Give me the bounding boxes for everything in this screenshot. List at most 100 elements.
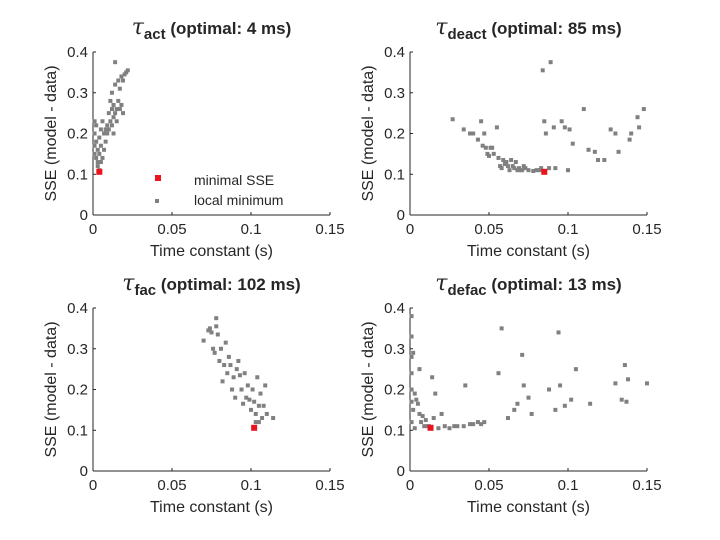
local-minimum-point bbox=[261, 403, 266, 408]
title-text: (optimal: 102 ms) bbox=[156, 275, 301, 294]
local-minimum-point bbox=[121, 78, 126, 83]
local-minimum-point bbox=[447, 426, 452, 431]
local-minimum-point bbox=[548, 60, 553, 65]
y-tick-label: 0.1 bbox=[67, 422, 88, 439]
x-tick-label: 0.15 bbox=[315, 221, 344, 238]
y-tick-label: 0.2 bbox=[384, 126, 405, 143]
local-minimum-point bbox=[505, 164, 510, 169]
local-minimum-point bbox=[629, 131, 634, 136]
panel-fac: 0 0.05 0.1 0.15 0 0.1 0.2 0.3 0.4 Time constant (… bbox=[43, 271, 345, 516]
local-minimum-point bbox=[635, 115, 640, 120]
x-tick-label: 0.05 bbox=[474, 221, 503, 238]
local-minimum-point bbox=[97, 135, 102, 140]
local-minimum-point bbox=[509, 157, 514, 162]
title-subscript: defac bbox=[447, 282, 486, 299]
local-minimum-point bbox=[455, 424, 460, 429]
local-minimum-point bbox=[637, 125, 642, 130]
y-tick-label: 0 bbox=[397, 463, 405, 480]
local-minimum-point bbox=[436, 426, 441, 431]
local-minimum-point bbox=[220, 379, 225, 384]
y-axis-label: SSE (model - data) bbox=[360, 65, 377, 201]
x-tick-label: 0 bbox=[406, 221, 414, 238]
local-minimum-point bbox=[487, 153, 491, 158]
x-tick-label: 0.15 bbox=[632, 477, 661, 494]
local-minimum-point bbox=[471, 131, 476, 136]
local-minimum-point bbox=[627, 137, 632, 142]
local-minimum-point bbox=[95, 147, 100, 152]
local-minimum-point bbox=[233, 395, 238, 400]
local-minimum-point bbox=[641, 107, 646, 112]
local-minimum-point bbox=[534, 168, 539, 173]
chart-title: τdefac (optimal: 13 ms) bbox=[435, 271, 621, 299]
local-minimum-point bbox=[108, 119, 113, 124]
local-minimum-point bbox=[106, 111, 111, 116]
local-minimum-point bbox=[111, 131, 116, 136]
y-tick-label: 0.3 bbox=[384, 341, 405, 358]
local-minimum-point bbox=[214, 324, 219, 329]
y-tick-label: 0.1 bbox=[384, 422, 405, 439]
y-tick-label: 0 bbox=[397, 207, 405, 224]
y-axis-label: SSE (model - data) bbox=[43, 321, 60, 457]
x-tick-label: 0 bbox=[89, 477, 97, 494]
local-minimum-point bbox=[409, 354, 414, 359]
legend-label-minimal-sse: minimal SSE bbox=[194, 172, 274, 188]
local-minimum-point bbox=[241, 401, 246, 406]
local-minimum-point bbox=[559, 119, 564, 124]
local-minimum-point bbox=[264, 411, 269, 416]
local-minimum-point bbox=[109, 107, 114, 112]
local-minimum-point bbox=[588, 401, 593, 406]
x-tick-label: 0.1 bbox=[241, 477, 262, 494]
chart-title: τact (optimal: 4 ms) bbox=[132, 15, 291, 43]
local-minimum-point bbox=[513, 160, 518, 165]
local-minimum-point bbox=[512, 407, 517, 412]
local-minimum-point bbox=[117, 107, 122, 112]
y-tick-label: 0.4 bbox=[384, 300, 405, 317]
local-minimum-point bbox=[515, 401, 520, 406]
local-minimum-point bbox=[556, 330, 561, 335]
x-tick-label: 0.1 bbox=[241, 221, 262, 238]
local-minimum-point bbox=[256, 420, 261, 425]
local-minimum-point bbox=[212, 350, 217, 355]
x-tick-label: 0.05 bbox=[157, 477, 186, 494]
y-axis-label: SSE (model - data) bbox=[360, 321, 377, 457]
legend-marker-local-minimum bbox=[155, 199, 159, 203]
local-minimum-point bbox=[471, 422, 476, 427]
local-minimum-point bbox=[271, 416, 276, 421]
local-minimum-point bbox=[409, 334, 414, 339]
local-minimum-point bbox=[260, 416, 265, 421]
local-minimum-point bbox=[479, 422, 484, 427]
local-minimum-point bbox=[122, 72, 127, 77]
y-tick-label: 0.3 bbox=[67, 341, 88, 358]
local-minimum-point bbox=[116, 98, 121, 103]
title-symbol: τ bbox=[132, 15, 145, 40]
y-tick-label: 0 bbox=[80, 463, 88, 480]
local-minimum-point bbox=[573, 367, 578, 372]
local-minimum-point bbox=[225, 371, 230, 376]
local-minimum-point bbox=[517, 166, 522, 171]
local-minimum-point bbox=[237, 373, 242, 378]
local-minimum-point bbox=[414, 397, 419, 402]
local-minimum-point bbox=[113, 60, 118, 65]
local-minimum-point bbox=[245, 383, 250, 388]
local-minimum-point bbox=[217, 358, 222, 363]
y-axis-label: SSE (model - data) bbox=[43, 65, 60, 201]
local-minimum-point bbox=[479, 119, 484, 124]
y-tick-label: 0.2 bbox=[67, 382, 88, 399]
local-minimum-point bbox=[92, 151, 97, 156]
local-minimum-point bbox=[433, 391, 438, 396]
y-tick-label: 0.4 bbox=[67, 300, 88, 317]
local-minimum-point bbox=[409, 314, 414, 319]
local-minimum-point bbox=[111, 115, 116, 120]
local-minimum-point bbox=[230, 387, 235, 392]
local-minimum-point bbox=[485, 151, 490, 156]
local-minimum-point bbox=[540, 68, 545, 73]
x-axis-label: Time constant (s) bbox=[150, 499, 273, 516]
local-minimum-point bbox=[411, 407, 416, 412]
local-minimum-point bbox=[596, 157, 601, 162]
local-minimum-point bbox=[111, 102, 116, 107]
x-tick-label: 0 bbox=[406, 477, 414, 494]
local-minimum-point bbox=[431, 416, 436, 421]
local-minimum-point bbox=[461, 424, 466, 429]
local-minimum-point bbox=[417, 411, 422, 416]
local-minimum-point bbox=[215, 332, 220, 337]
